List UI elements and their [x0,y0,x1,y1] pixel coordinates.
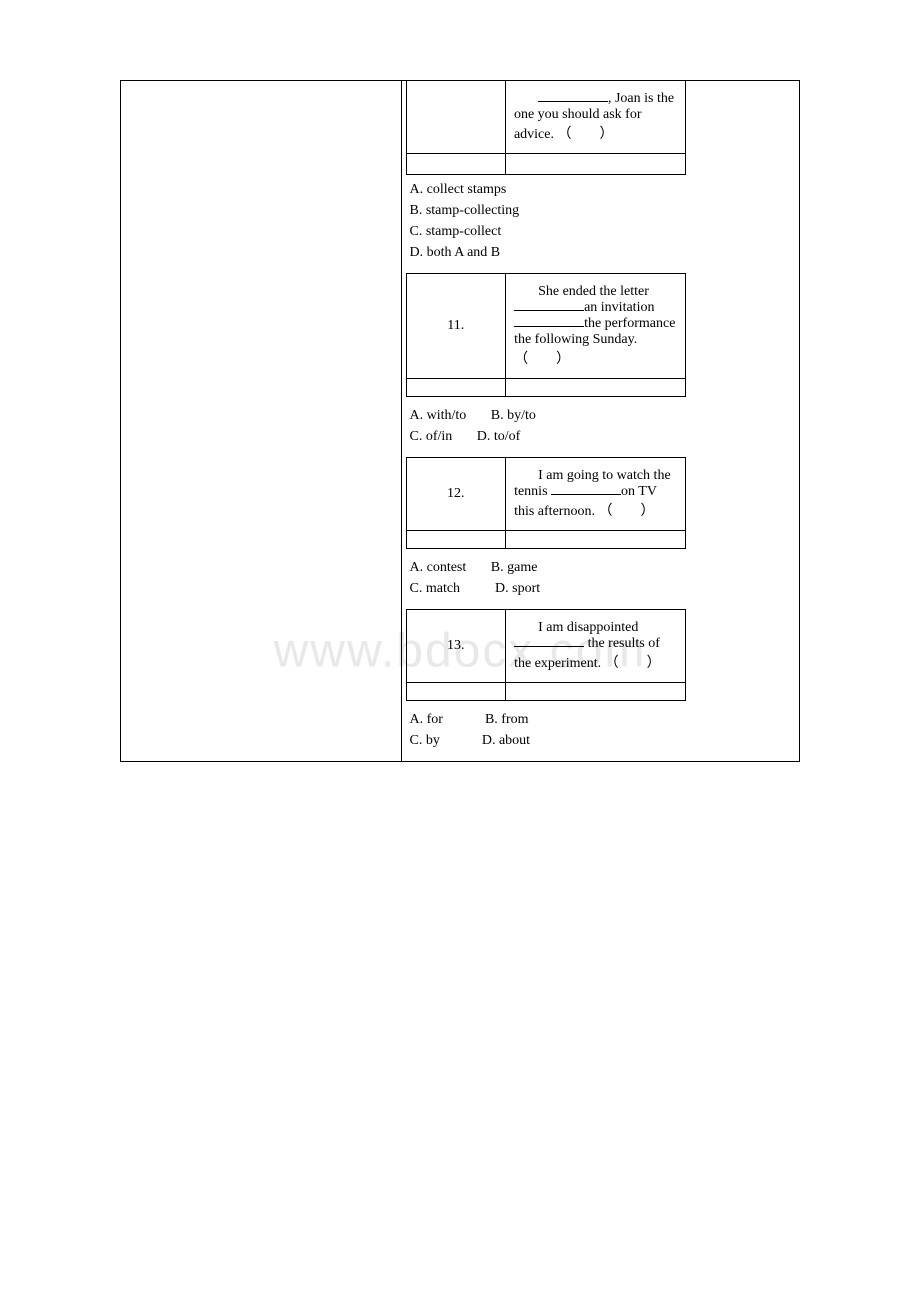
question-11-text-mid1: an invitation [584,300,654,315]
blank-fill [514,646,584,647]
question-11-text-start: She ended the letter [538,284,649,299]
question-13-text-start: I am disappointed [538,620,638,635]
empty-cell [506,531,685,549]
option-c: C. by [410,733,440,748]
question-11-text-mid2: the performance the following Sunday. （ … [514,316,675,367]
option-b: B. stamp-collecting [410,203,520,218]
option-b: B. from [485,712,529,727]
question-12-options: A. contest B. game C. match D. sport [402,553,800,609]
option-a: A. collect stamps [410,182,507,197]
blank-fill [514,310,584,311]
question-11-number: 11. [406,274,506,379]
empty-cell [406,683,506,701]
blank-fill [514,326,584,327]
question-13-text-cell: I am disappointed the results of the exp… [506,610,685,683]
empty-cell [506,683,685,701]
empty-cell [406,531,506,549]
question-12-table: 12. I am going to watch the tennis on TV… [406,457,686,549]
question-11-table: 11. She ended the letter an invitation t… [406,273,686,397]
option-d: D. to/of [477,429,521,444]
empty-cell [406,379,506,397]
blank-fill [551,494,621,495]
question-12-number: 12. [406,458,506,531]
question-10-text: , Joan is the one you should ask for adv… [514,91,674,142]
empty-cell [406,154,505,175]
blank-fill [538,101,608,102]
document-container: , Joan is the one you should ask for adv… [120,80,800,762]
option-c: C. stamp-collect [410,224,502,239]
main-layout-table: , Joan is the one you should ask for adv… [121,81,799,761]
question-10-options: A. collect stamps B. stamp-collecting C.… [402,175,800,273]
option-d: D. sport [495,581,540,596]
question-13-table: 13. I am disappointed the results of the… [406,609,686,701]
option-c: C. match [410,581,461,596]
empty-cell [506,379,685,397]
option-a: A. for [410,712,443,727]
option-b: B. game [491,560,538,575]
option-a: A. contest [410,560,467,575]
option-d: D. both A and B [410,245,501,260]
question-11-text-cell: She ended the letter an invitation the p… [506,274,685,379]
empty-cell [505,154,685,175]
question-13-options: A. for B. from C. by D. about [402,705,800,761]
option-c: C. of/in [410,429,453,444]
question-11-options: A. with/to B. by/to C. of/in D. to/of [402,401,800,457]
question-13-text-end: the results of the experiment. （ ） [514,636,661,671]
left-empty-column [121,81,401,761]
option-d: D. about [482,733,530,748]
right-content-column: , Joan is the one you should ask for adv… [401,81,799,761]
question-12-text-cell: I am going to watch the tennis on TV thi… [506,458,685,531]
question-13-number: 13. [406,610,506,683]
question-10-number-cell [406,81,505,154]
question-10-text-cell: , Joan is the one you should ask for adv… [505,81,685,154]
option-b: B. by/to [491,408,536,423]
option-a: A. with/to [410,408,467,423]
question-10-partial-table: , Joan is the one you should ask for adv… [406,81,686,175]
